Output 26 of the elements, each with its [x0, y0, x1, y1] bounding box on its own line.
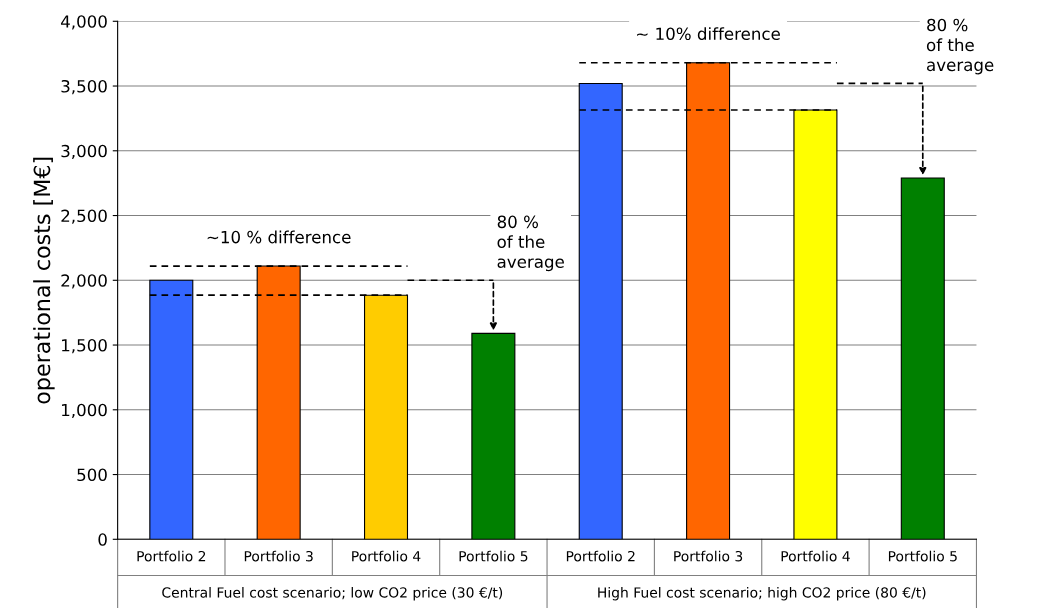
y-tick-label: 0: [98, 533, 107, 546]
text: Central Fuel cost scenario; low CO2 price (30 €/t): [162, 586, 503, 601]
y-tick-label: 1,500: [62, 339, 107, 354]
x-tick-label: Portfolio 3: [674, 550, 743, 562]
ref-line-label: 80 % of the average: [926, 18, 994, 75]
y-tick-label: 2,000: [61, 274, 107, 289]
x-tick-label: Portfolio 2: [137, 550, 206, 562]
bar: [900, 177, 945, 540]
x-tick-label: Portfolio 3: [244, 550, 313, 562]
x-tick-label: Portfolio 4: [352, 550, 421, 562]
x-tick-label: Portfolio 5: [888, 550, 957, 562]
y-tick-label: 4,000: [61, 15, 107, 30]
y-tick-label: 2,500: [61, 209, 107, 224]
bar: [471, 332, 516, 540]
y-tick-label: 3,000: [61, 144, 107, 160]
y-tick-label: 3,500: [61, 79, 107, 95]
x-tick-label: Portfolio 5: [459, 550, 528, 562]
ref-line-label: 80 % of the average: [497, 215, 564, 272]
y-axis-title: operational costs [M€]: [33, 157, 55, 404]
text: High Fuel cost scenario; high CO2 price (80 €/t): [598, 586, 926, 601]
y-tick-label: 500: [77, 468, 107, 482]
x-tick-label: Portfolio 2: [566, 550, 635, 562]
annotation: ~10 % difference: [207, 230, 351, 244]
annotation: ~ 10% difference: [637, 27, 780, 41]
x-tick-label: Portfolio 4: [781, 550, 850, 562]
y-tick-label: 1,000: [62, 403, 107, 419]
